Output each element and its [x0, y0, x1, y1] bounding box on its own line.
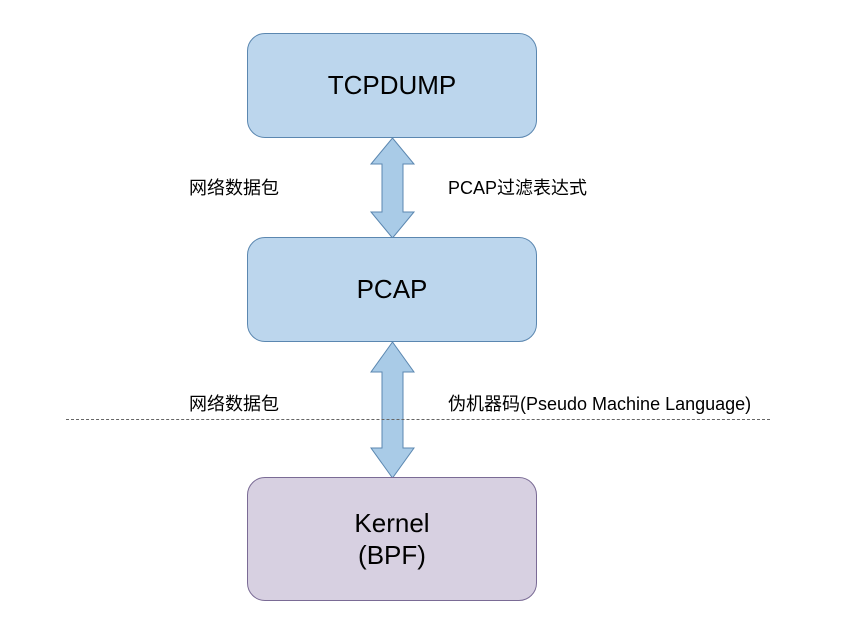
label-tcpdump-pcap-left: 网络数据包 [189, 174, 279, 200]
node-pcap-label: PCAP [357, 273, 428, 306]
label-pcap-kernel-right: 伪机器码(Pseudo Machine Language) [448, 390, 751, 416]
node-tcpdump-label: TCPDUMP [328, 69, 457, 102]
label-tcpdump-pcap-right: PCAP过滤表达式 [448, 174, 587, 200]
node-kernel: Kernel (BPF) [247, 477, 537, 601]
node-kernel-label: Kernel (BPF) [354, 507, 429, 572]
divider-line [66, 419, 770, 420]
label-pcap-kernel-left: 网络数据包 [189, 390, 279, 416]
node-pcap: PCAP [247, 237, 537, 342]
arrow-pcap-kernel [364, 342, 421, 478]
arrow-tcpdump-pcap [364, 138, 421, 238]
node-tcpdump: TCPDUMP [247, 33, 537, 138]
